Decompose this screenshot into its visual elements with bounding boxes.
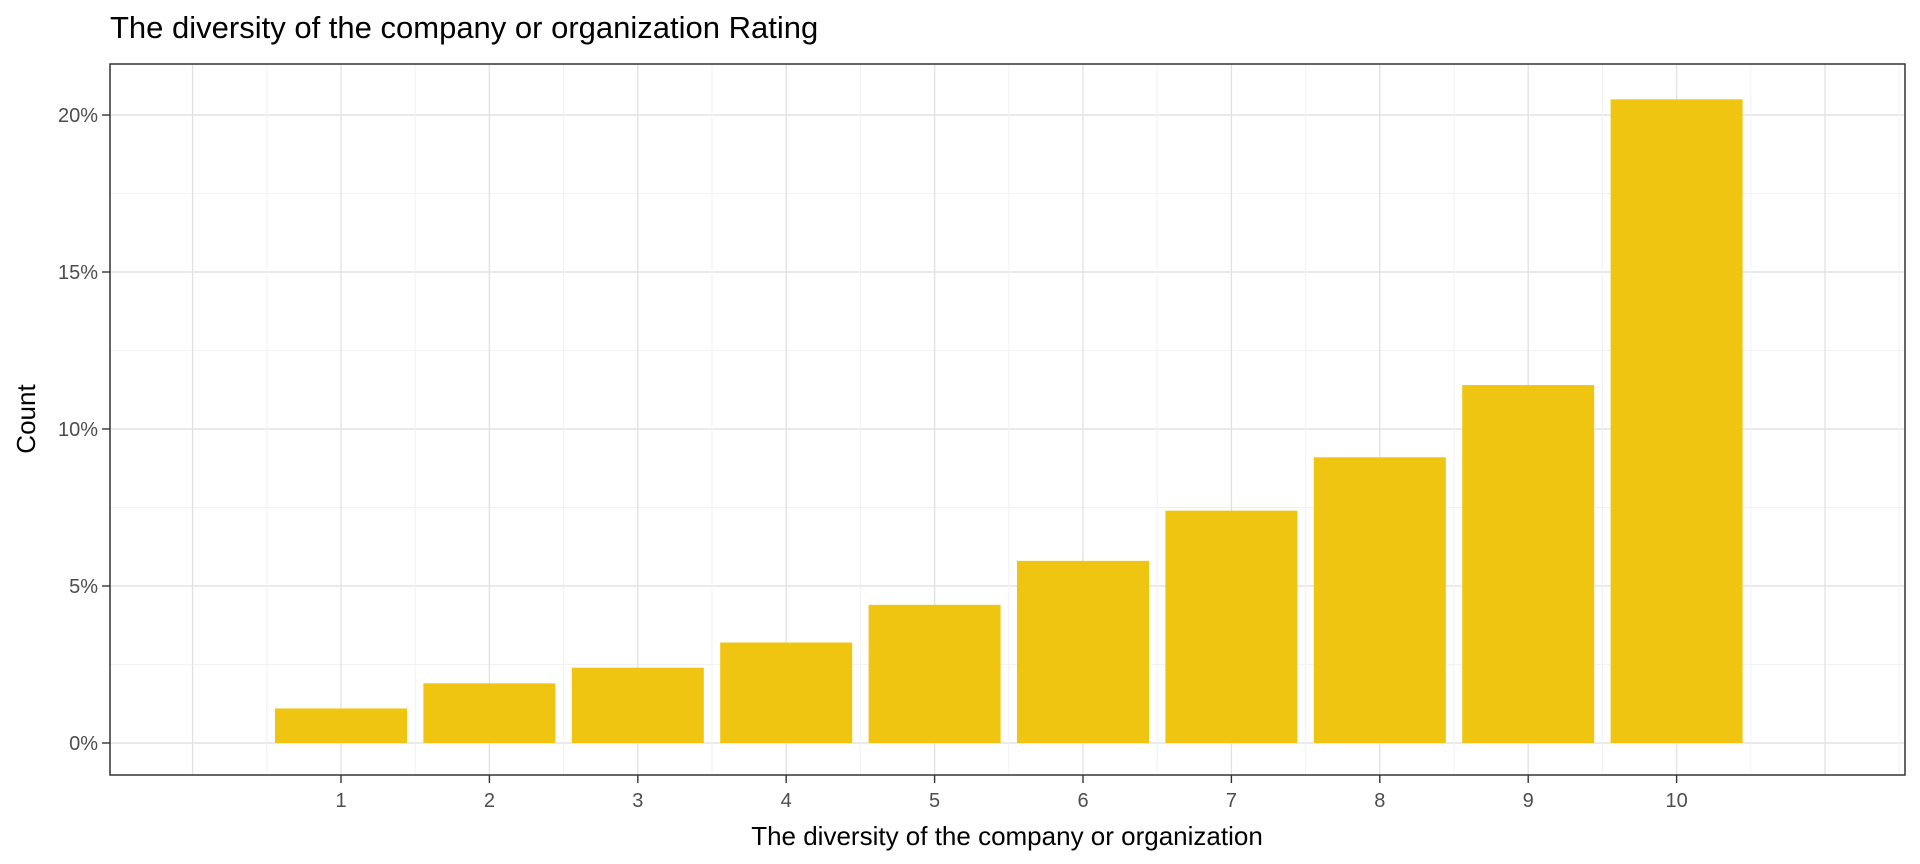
bar bbox=[720, 642, 853, 743]
x-tick-label: 10 bbox=[1665, 790, 1687, 812]
bar bbox=[1462, 385, 1595, 743]
y-tick-label: 20% bbox=[58, 105, 98, 127]
y-tick-label: 15% bbox=[58, 262, 98, 284]
bar bbox=[1313, 457, 1446, 743]
chart-title: The diversity of the company or organiza… bbox=[110, 10, 819, 45]
plot-panel-border bbox=[109, 63, 1906, 776]
x-tick-label: 1 bbox=[335, 790, 346, 812]
bars bbox=[275, 99, 1743, 744]
x-tick-label: 3 bbox=[632, 790, 643, 812]
y-axis-ticks: 0% 5% 10% 15% 20% bbox=[58, 105, 110, 755]
x-tick-label: 9 bbox=[1523, 790, 1534, 812]
x-tick-label: 6 bbox=[1077, 790, 1088, 812]
bar bbox=[1165, 510, 1298, 743]
y-tick-label: 0% bbox=[69, 733, 98, 755]
bar bbox=[275, 708, 407, 743]
bar bbox=[1017, 560, 1149, 743]
x-tick-label: 4 bbox=[781, 790, 792, 812]
bar bbox=[868, 604, 1001, 743]
x-tick-label: 5 bbox=[929, 790, 940, 812]
y-tick-label: 10% bbox=[58, 419, 98, 441]
y-tick-label: 5% bbox=[69, 576, 98, 598]
x-tick-label: 2 bbox=[484, 790, 495, 812]
x-tick-label: 7 bbox=[1226, 790, 1237, 812]
y-axis-title: Count bbox=[11, 384, 41, 454]
x-axis-title: The diversity of the company or organiza… bbox=[751, 821, 1263, 851]
x-tick-label: 8 bbox=[1374, 790, 1385, 812]
x-axis-ticks: 1 2 3 4 5 6 7 8 9 10 bbox=[335, 775, 1688, 812]
bar bbox=[571, 667, 704, 743]
bar bbox=[1610, 99, 1743, 744]
bar bbox=[423, 683, 556, 743]
